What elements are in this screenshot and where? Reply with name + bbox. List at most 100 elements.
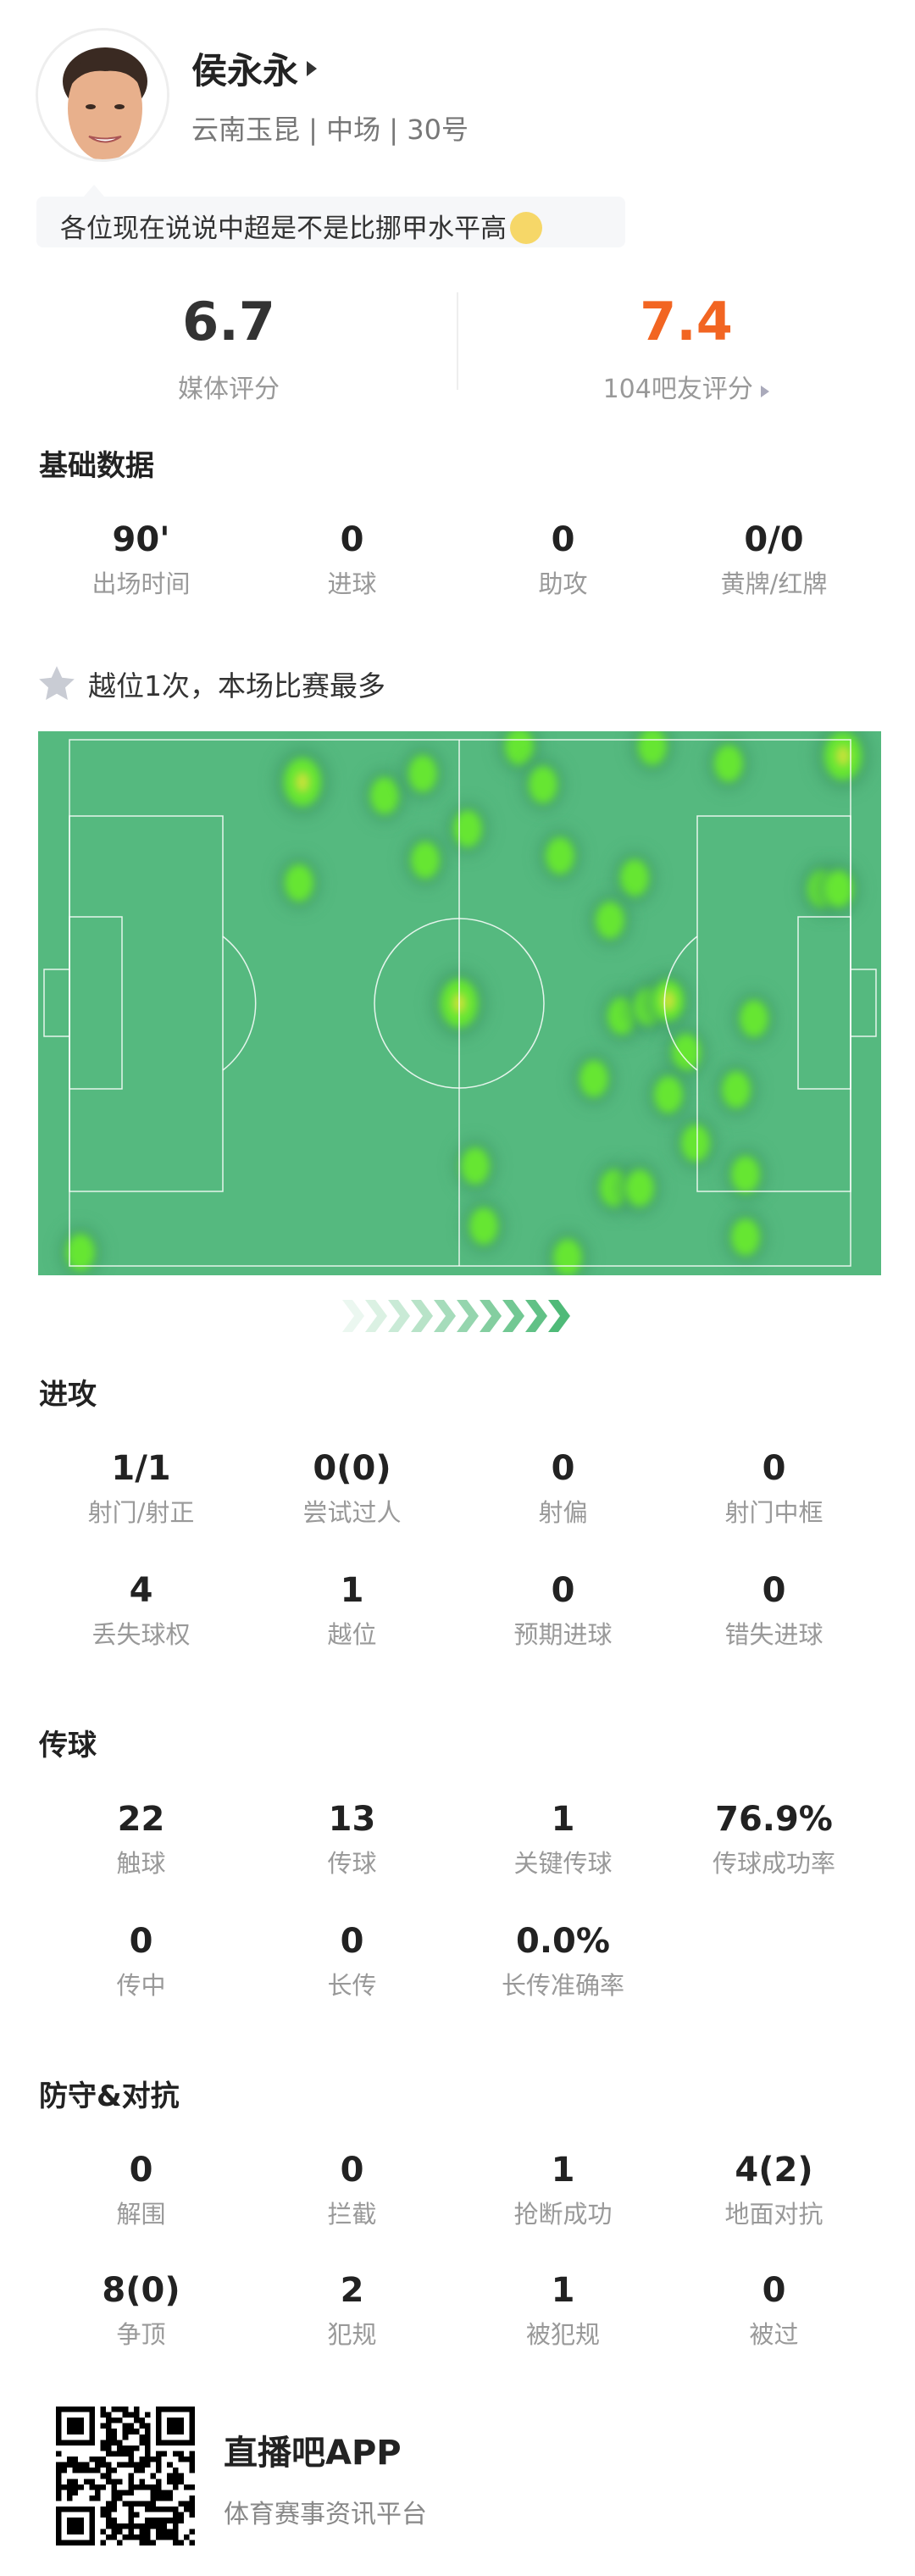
heat-spot bbox=[817, 862, 861, 916]
heat-spot bbox=[363, 769, 407, 823]
stat-defense: 4(2) 地面对抗 bbox=[668, 2149, 879, 2230]
stat-label: 射偏 bbox=[538, 1498, 588, 1527]
stat-value: 1 bbox=[551, 1800, 575, 1839]
highlight-text: 越位1次，本场比赛最多 bbox=[88, 669, 385, 702]
stat-label: 抢断成功 bbox=[513, 2200, 613, 2229]
heat-spot bbox=[274, 747, 331, 818]
highlight: 越位1次，本场比赛最多 bbox=[36, 663, 385, 705]
stat-value: 0 bbox=[762, 2271, 786, 2310]
stat-attack: 1/1 射门/射正 bbox=[36, 1447, 247, 1529]
stat-label: 丢失球权 bbox=[92, 1620, 191, 1649]
stat-value: 0 bbox=[551, 520, 575, 559]
heat-spot bbox=[277, 856, 321, 910]
chevron-right-icon bbox=[365, 1300, 387, 1332]
stat-value: 2 bbox=[340, 2271, 364, 2310]
stat-label: 进球 bbox=[327, 569, 377, 598]
stat-attack: 0(0) 尝试过人 bbox=[247, 1447, 458, 1529]
player-name: 侯永永 bbox=[191, 50, 299, 92]
heat-spot bbox=[618, 1161, 662, 1215]
stat-passing: 76.9% 传球成功率 bbox=[668, 1798, 879, 1879]
stat-value: 0 bbox=[340, 520, 364, 559]
chevron-right-icon bbox=[548, 1300, 570, 1332]
stat-label: 解围 bbox=[116, 2200, 166, 2229]
fan-rating[interactable]: 7.4 104吧友评分 bbox=[458, 288, 915, 405]
stat-attack: 0 射偏 bbox=[458, 1447, 668, 1529]
fan-rating-label[interactable]: 104吧友评分 bbox=[458, 368, 915, 405]
stat-label: 射门中框 bbox=[724, 1498, 824, 1527]
stat-label: 关键传球 bbox=[513, 1849, 613, 1878]
divider bbox=[457, 292, 458, 390]
heat-spot bbox=[462, 1199, 506, 1253]
chevron-right-icon bbox=[411, 1300, 433, 1332]
stat-label: 被过 bbox=[749, 2320, 799, 2349]
heat-spot bbox=[724, 1147, 768, 1202]
heat-spot bbox=[732, 991, 776, 1046]
heat-spot bbox=[403, 833, 447, 887]
heat-spot bbox=[453, 1139, 497, 1193]
stat-defense: 0 解围 bbox=[36, 2149, 247, 2230]
stat-value: 0 bbox=[762, 1571, 786, 1610]
section-title-attack: 进攻 bbox=[39, 1378, 97, 1412]
direction-arrows bbox=[342, 1300, 570, 1332]
stat-label: 传球成功率 bbox=[712, 1849, 835, 1878]
stat-label: 射门/射正 bbox=[87, 1498, 195, 1527]
stat-value: 1 bbox=[340, 1571, 364, 1610]
section-title-defense: 防守&对抗 bbox=[39, 2079, 180, 2113]
media-rating-value: 6.7 bbox=[182, 291, 275, 353]
chevron-right-icon bbox=[388, 1300, 410, 1332]
stat-label: 传中 bbox=[116, 1971, 166, 2000]
heat-spot bbox=[521, 758, 565, 812]
stat-label: 长传准确率 bbox=[501, 1971, 624, 2000]
heat-spot bbox=[446, 802, 490, 856]
stat-value: 4 bbox=[129, 1571, 153, 1610]
stat-value: 0/0 bbox=[744, 520, 804, 559]
stat-label: 越位 bbox=[327, 1620, 377, 1649]
stat-label: 争顶 bbox=[116, 2320, 166, 2349]
stat-defense: 0 拦截 bbox=[247, 2149, 458, 2230]
stat-value: 4(2) bbox=[735, 2151, 813, 2190]
stat-passing: 0.0% 长传准确率 bbox=[458, 1920, 668, 2001]
media-rating-label: 媒体评分 bbox=[178, 375, 280, 404]
stat-basic: 0/0 黄牌/红牌 bbox=[668, 519, 879, 600]
qr-code[interactable] bbox=[54, 2407, 197, 2545]
stat-attack: 0 射门中框 bbox=[668, 1447, 879, 1529]
player-info: 云南玉昆 | 中场 | 30号 bbox=[191, 114, 469, 146]
stat-basic: 90' 出场时间 bbox=[36, 519, 247, 600]
comment-text: 各位现在说说中超是不是比挪甲水平高 bbox=[60, 214, 507, 244]
stat-value: 0 bbox=[129, 1922, 153, 1961]
chevron-right-icon bbox=[502, 1300, 524, 1332]
stat-label: 拦截 bbox=[327, 2200, 377, 2229]
stat-value: 1 bbox=[551, 2151, 575, 2190]
heat-spot bbox=[707, 736, 751, 791]
star-icon bbox=[39, 666, 75, 700]
stat-defense: 2 犯规 bbox=[247, 2269, 458, 2351]
stat-passing: 0 传中 bbox=[36, 1920, 247, 2001]
player-avatar[interactable] bbox=[36, 28, 169, 162]
stat-value: 22 bbox=[117, 1800, 165, 1839]
stat-value: 13 bbox=[328, 1800, 376, 1839]
stat-label: 犯规 bbox=[327, 2320, 377, 2349]
comment-bubble: 各位现在说说中超是不是比挪甲水平高 bbox=[36, 185, 625, 247]
doge-emoji-icon bbox=[510, 211, 542, 244]
stat-defense: 1 抢断成功 bbox=[458, 2149, 668, 2230]
stat-label: 地面对抗 bbox=[724, 2200, 824, 2229]
stat-attack: 0 预期进球 bbox=[458, 1569, 668, 1651]
section-title-basic: 基础数据 bbox=[39, 449, 154, 483]
heat-spot bbox=[538, 829, 582, 883]
stat-label: 尝试过人 bbox=[302, 1498, 402, 1527]
pitch-lines bbox=[43, 739, 877, 1267]
player-name-link[interactable]: 侯永永 bbox=[191, 42, 318, 94]
heat-spots bbox=[58, 731, 872, 1275]
stat-value: 1/1 bbox=[111, 1449, 171, 1488]
stat-value: 0 bbox=[551, 1571, 575, 1610]
section-title-passing: 传球 bbox=[39, 1729, 97, 1763]
stat-passing: 22 触球 bbox=[36, 1798, 247, 1879]
stat-defense: 8(0) 争顶 bbox=[36, 2269, 247, 2351]
chevron-right-icon bbox=[434, 1300, 456, 1332]
heat-spot bbox=[714, 1063, 758, 1117]
app-name: 直播吧APP bbox=[224, 2434, 402, 2473]
player-photo bbox=[38, 31, 167, 159]
stat-attack: 4 丢失球权 bbox=[36, 1569, 247, 1651]
heat-spot bbox=[674, 1116, 718, 1170]
heat-spot bbox=[724, 1210, 768, 1264]
